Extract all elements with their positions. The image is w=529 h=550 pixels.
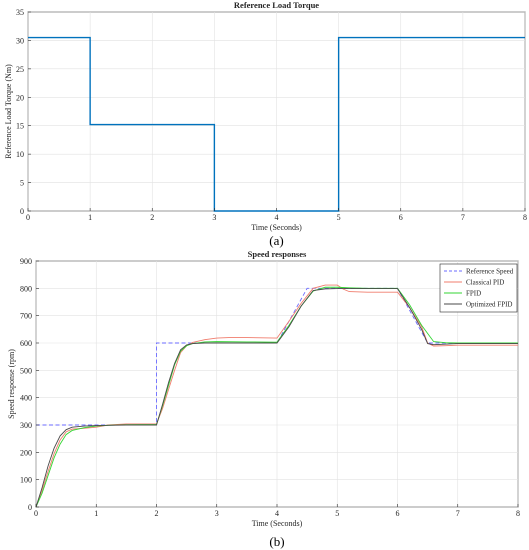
a-y-tick-label-4: 20	[16, 93, 24, 102]
chart-a-series	[28, 36, 525, 212]
b-y-tick-label-0: 0	[28, 503, 32, 512]
a-x-tick-label-7: 7	[461, 213, 465, 222]
b-y-tick-label-7: 700	[20, 312, 32, 321]
b-y-tick-label-1: 100	[20, 476, 32, 485]
a-y-tick-label-0: 0	[20, 207, 24, 216]
b-y-tick-label-8: 800	[20, 284, 32, 293]
b-x-tick-label-7: 7	[456, 509, 460, 518]
legend-label-2: FPID	[466, 290, 481, 298]
chart-b-title: Speed responses	[248, 249, 307, 259]
b-series-line-fpid	[35, 286, 518, 508]
b-y-tick-label-5: 500	[20, 366, 32, 375]
a-x-tick-label-1: 1	[88, 213, 92, 222]
b-x-tick-label-3: 3	[215, 509, 219, 518]
b-x-tick-label-6: 6	[396, 509, 400, 518]
chart-b-y-axis-label: Speed response (rpm)	[7, 349, 16, 419]
a-y-tick-label-2: 10	[16, 150, 24, 159]
chart-b-panel-label: (b)	[269, 534, 284, 549]
b-x-tick-label-4: 4	[275, 509, 279, 518]
chart-b-series	[35, 284, 518, 508]
a-series-line-0	[28, 36, 525, 212]
a-x-tick-label-5: 5	[337, 213, 341, 222]
b-y-tick-label-3: 300	[20, 421, 32, 430]
chart-a-y-axis-label: Reference Load Torque (Nm)	[4, 64, 13, 159]
a-x-tick-label-3: 3	[212, 213, 216, 222]
b-y-tick-label-6: 600	[20, 339, 32, 348]
a-y-tick-label-6: 30	[16, 36, 24, 45]
chart-a-x-axis-label: Time (Seconds)	[251, 223, 302, 232]
a-x-tick-label-4: 4	[275, 213, 279, 222]
chart-b-legend: Reference Speed Classical PID FPID Optimize…	[439, 263, 518, 313]
b-x-tick-label-1: 1	[94, 509, 98, 518]
a-y-tick-label-7: 35	[16, 8, 24, 17]
b-y-tick-label-9: 900	[20, 257, 32, 266]
b-series-line-reference-speed	[36, 287, 518, 426]
b-y-tick-label-2: 200	[20, 448, 32, 457]
b-y-tick-label-4: 400	[20, 394, 32, 403]
chart-a-ticks: 0 1 2 3 4 5 6 7 8 0 5 10 15 20 25 30 35	[16, 8, 527, 222]
a-x-tick-label-2: 2	[150, 213, 154, 222]
chart-b: 0 1 2 3 4 5 6 7 8 0 100 200 300 400 500 600 700 800 900 Sp…	[7, 249, 520, 549]
b-series-line-optimized-fpid	[35, 288, 518, 508]
b-x-tick-label-0: 0	[34, 509, 38, 518]
chart-a-title: Reference Load Torque	[234, 0, 319, 10]
b-x-tick-label-8: 8	[516, 509, 520, 518]
a-y-tick-label-5: 25	[16, 65, 24, 74]
b-x-tick-label-5: 5	[335, 509, 339, 518]
legend-label-1: Classical PID	[466, 279, 504, 287]
chart-a-panel-label: (a)	[269, 233, 283, 248]
a-x-tick-label-6: 6	[399, 213, 403, 222]
a-y-tick-label-3: 15	[16, 122, 24, 131]
chart-b-ticks: 0 1 2 3 4 5 6 7 8 0 100 200 300 400 500 600 700 800 900	[20, 257, 520, 518]
a-x-tick-label-8: 8	[523, 213, 527, 222]
a-y-tick-label-1: 5	[20, 179, 24, 188]
legend-label-3: Optimized FPID	[466, 301, 512, 309]
chart-a: 0 1 2 3 4 5 6 7 8 0 5 10 15 20 25 30 35 Reference Load T…	[4, 0, 527, 248]
chart-b-x-axis-label: Time (Seconds)	[252, 519, 303, 528]
b-x-tick-label-2: 2	[155, 509, 159, 518]
a-x-tick-label-0: 0	[26, 213, 30, 222]
legend-label-0: Reference Speed	[466, 268, 514, 276]
